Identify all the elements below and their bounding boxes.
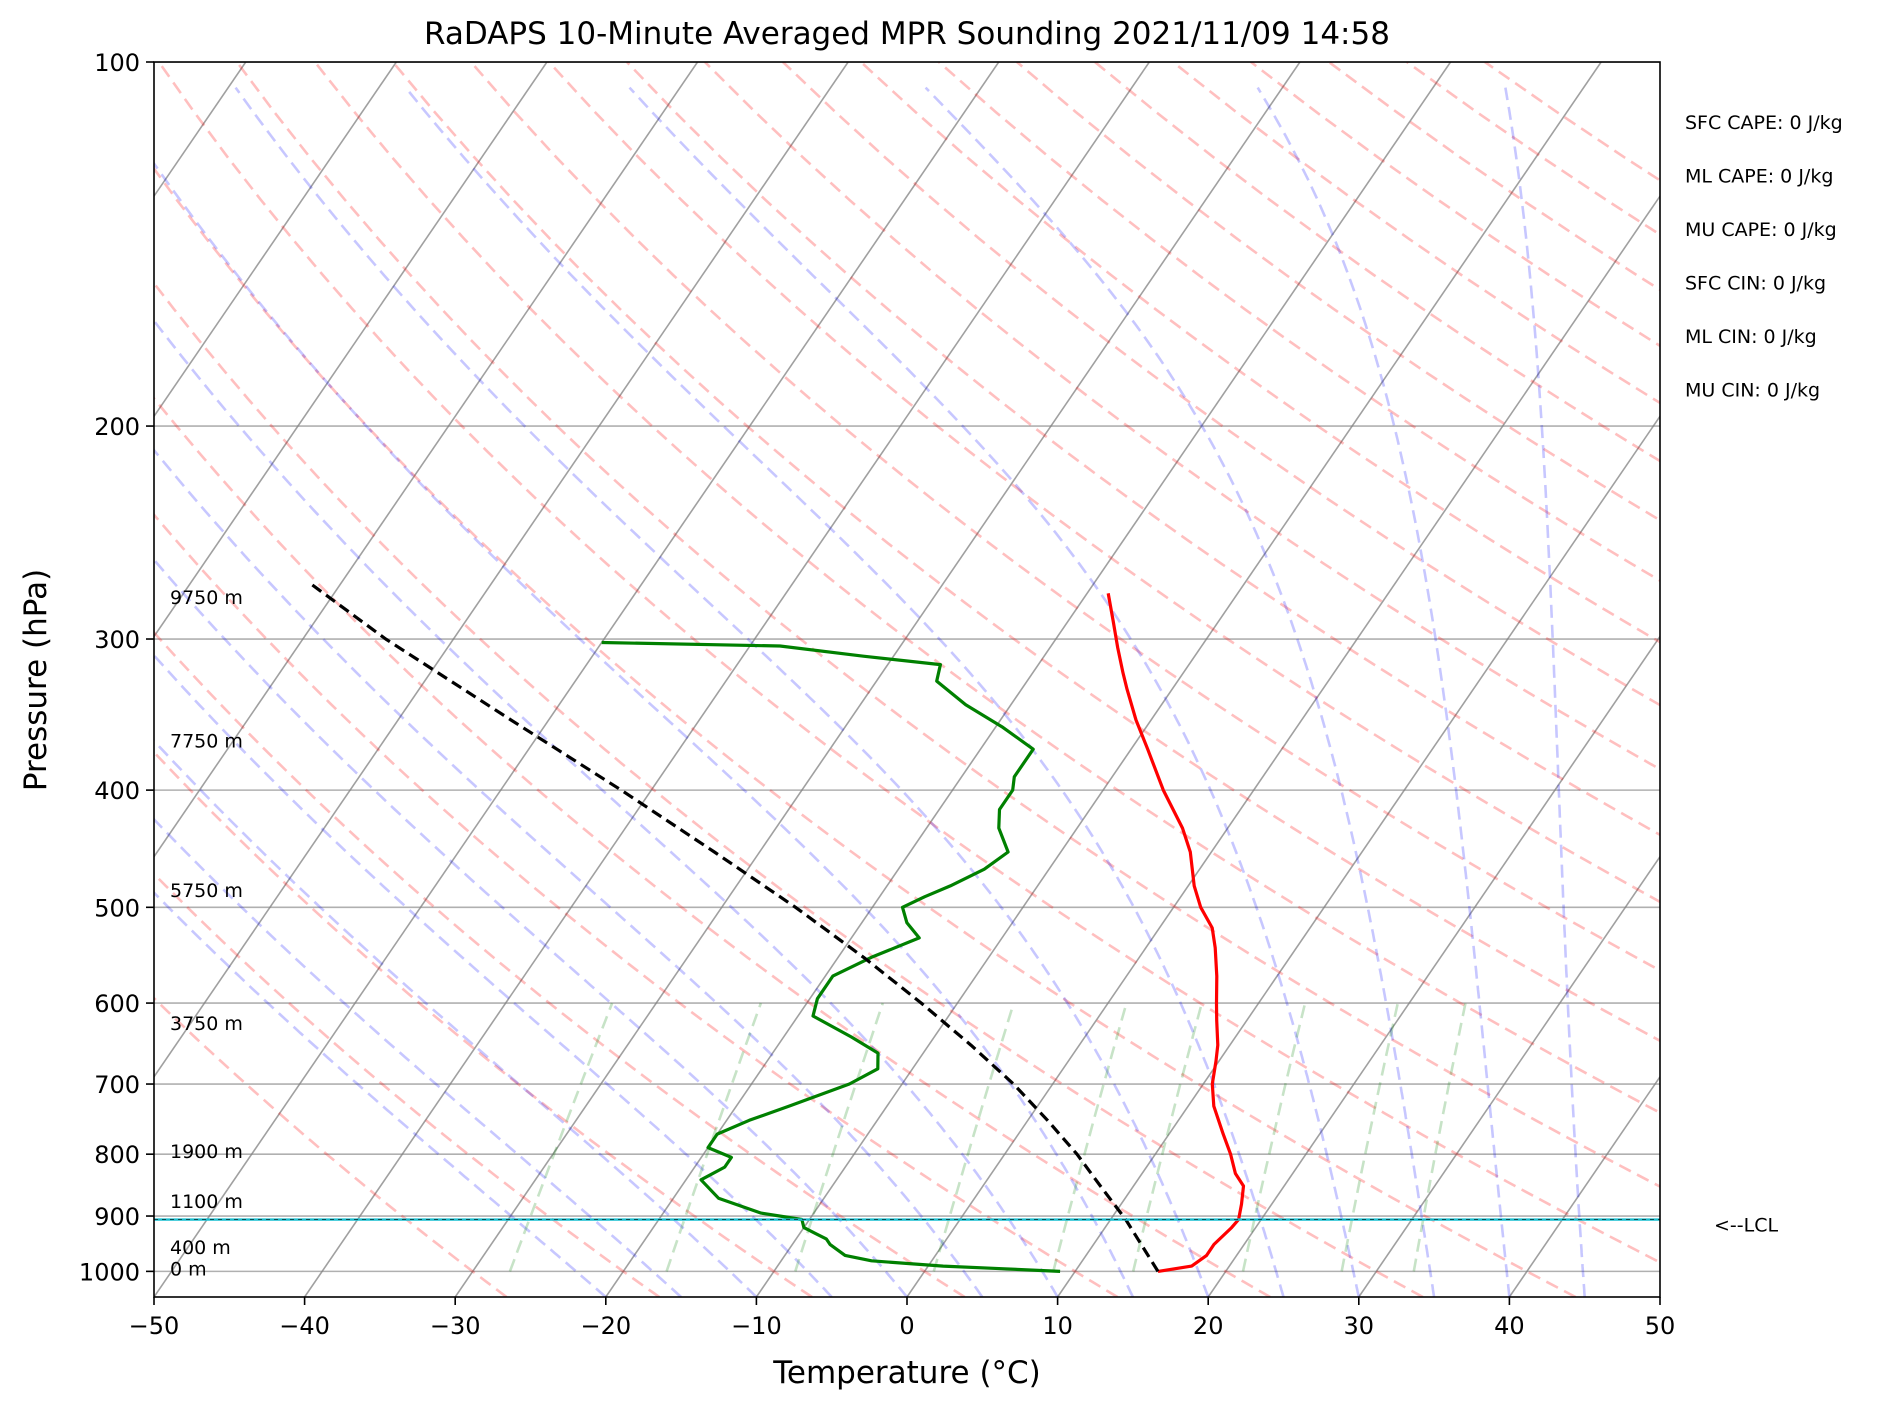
x-tick-label: 0 [899,1312,914,1340]
isotherm-line [906,194,1660,1297]
dry-adiabat-line [154,872,661,1297]
moist-adiabat-line [234,86,1210,1297]
dry-adiabat-line [154,996,508,1297]
moist-adiabat-line [154,557,908,1297]
isotherm-line [154,62,548,638]
moist-adiabat-line [154,448,984,1297]
axes: −50 −40 −30 −20 −10 0 10 20 30 40 50 100 200 300 400 50… [79,49,1675,1340]
y-tick-label: 500 [94,894,140,922]
dry-adiabat-line [154,630,966,1297]
dry-adiabat-line [154,396,1271,1297]
dry-adiabat-line [625,62,1660,837]
y-tick-label: 400 [94,777,140,805]
y-axis-label: Pressure (hPa) [18,569,54,791]
dry-adiabat-line [860,62,1660,644]
moist-adiabat-line [404,86,1285,1297]
chart-title: RaDAPS 10-Minute Averaged MPR Sounding 2… [424,16,1390,52]
parcel-line [309,582,1160,1273]
height-label: 1100 m [170,1191,243,1213]
isotherm-line [1508,1075,1660,1297]
moist-adiabat-line [1504,87,1586,1297]
y-tick-label: 800 [94,1141,140,1169]
index-label: MU CIN: 0 J/kg [1685,380,1820,402]
y-tick-label: 900 [94,1203,140,1231]
isotherm-line [154,62,699,859]
isotherm-line [154,62,1000,1297]
mixing-ratio-line [665,1002,763,1272]
height-label: 7750 m [170,731,243,753]
isotherm-line [1358,855,1660,1297]
dry-adiabat-line [547,62,1660,904]
x-tick-label: −10 [731,1312,782,1340]
index-label: ML CIN: 0 J/kg [1685,326,1817,348]
index-label: SFC CIN: 0 J/kg [1685,273,1826,295]
y-tick-label: 1000 [79,1258,140,1286]
y-tick-label: 100 [94,49,140,77]
y-tick-label: 300 [94,626,140,654]
y-tick-label: 600 [94,990,140,1018]
moist-adiabat-line [628,86,1361,1297]
dry-adiabat-line [469,62,1660,972]
dry-adiabat-line [938,62,1660,583]
isotherm-line [154,62,398,418]
isotherm-line [1207,635,1660,1297]
index-label: ML CAPE: 0 J/kg [1685,166,1833,188]
isotherm-line [454,62,1301,1297]
moist-adiabat-line [154,739,758,1297]
isotherm-line [154,62,849,1079]
x-tick-label: −50 [129,1312,180,1340]
height-label: 1900 m [170,1141,243,1163]
sounding-indices: <--LCL SFC CAPE: 0 J/kg ML CAPE: 0 J/kg MU … [1685,112,1843,1237]
isotherm-line [755,62,1602,1297]
dry-adiabat-line [154,750,813,1297]
moist-adiabat-line [154,161,1135,1297]
moist-adiabat-line [154,318,1059,1297]
mixing-ratio-line [1241,1002,1307,1272]
x-tick-label: 40 [1494,1312,1525,1340]
lcl-label: <--LCL [1714,1215,1778,1237]
dewpoint-line [601,640,1061,1273]
x-tick-label: 10 [1042,1312,1073,1340]
height-label: 5750 m [170,880,243,902]
dry-adiabat-line [157,62,1660,1264]
moist-adiabat-line [1256,86,1511,1297]
index-label: SFC CAPE: 0 J/kg [1685,112,1843,134]
x-axis-label: Temperature (°C) [772,1355,1041,1391]
isotherm-line [1056,414,1660,1297]
height-label: 3750 m [170,1013,243,1035]
dry-adiabat-line [313,62,1660,1115]
dry-adiabat-line [235,62,1660,1189]
y-tick-label: 200 [94,413,140,441]
y-tick-label: 700 [94,1071,140,1099]
height-label: 0 m [170,1259,207,1281]
dry-adiabat-line [154,512,1119,1297]
moist-adiabat-line [924,86,1436,1297]
dry-adiabat-line [391,62,1660,1043]
isotherm-line [605,62,1452,1297]
x-tick-label: 20 [1193,1312,1224,1340]
plot-content [154,62,1660,1297]
moist-adiabat-line [154,653,833,1297]
temperature-line [1106,593,1246,1273]
index-label: MU CAPE: 0 J/kg [1685,219,1837,241]
mixing-ratio-line [1131,1002,1204,1272]
x-tick-label: 30 [1344,1312,1375,1340]
x-tick-label: −40 [279,1312,330,1340]
dry-adiabat-line [154,166,1577,1297]
isotherm-line [303,62,1151,1297]
moist-adiabat-line [154,817,682,1297]
mixing-ratio-line [508,1002,614,1272]
mixing-ratio-line [794,1002,885,1272]
height-label: 9750 m [170,587,243,609]
mixing-ratio-line [932,1002,1015,1272]
x-tick-label: −20 [580,1312,631,1340]
mixing-ratio-line [1052,1002,1128,1272]
dry-adiabat-line [154,281,1424,1297]
x-tick-label: 50 [1645,1312,1676,1340]
height-label: 400 m [170,1237,231,1259]
moist-adiabat-line [154,890,607,1297]
x-tick-label: −30 [430,1312,481,1340]
